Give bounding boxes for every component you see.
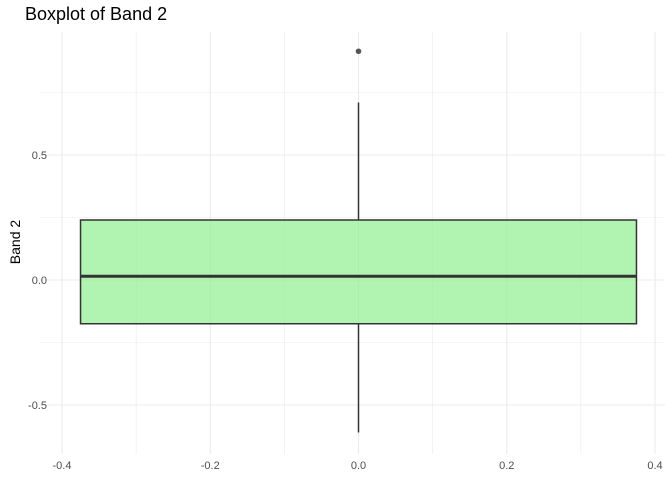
y-tick-label: 0.0 xyxy=(32,275,47,287)
axis-ticks: -0.4 -0.2 0.0 0.2 0.4 0.5 0.0 -0.5 xyxy=(28,150,663,472)
outlier-point xyxy=(355,48,362,55)
x-tick-label: -0.2 xyxy=(201,460,220,472)
x-tick-label: 0.2 xyxy=(499,460,514,472)
x-tick-label: -0.4 xyxy=(53,460,72,472)
chart-title: Boxplot of Band 2 xyxy=(25,4,168,24)
y-tick-label: 0.5 xyxy=(32,150,47,162)
box-iqr xyxy=(79,219,638,325)
y-tick-label: -0.5 xyxy=(28,400,47,412)
boxplot-marks xyxy=(79,48,638,433)
x-tick-label: 0.4 xyxy=(647,460,662,472)
x-tick-label: 0.0 xyxy=(351,460,366,472)
